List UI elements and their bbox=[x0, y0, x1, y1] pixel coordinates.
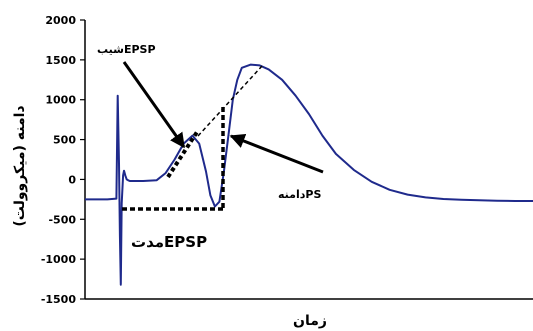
y-tick-label: 0 bbox=[68, 173, 76, 186]
chart-series bbox=[85, 63, 533, 286]
y-tick-label: 1500 bbox=[45, 54, 76, 67]
y-tick-label: -1500 bbox=[41, 293, 77, 306]
y-tick-label: 500 bbox=[53, 134, 76, 147]
y-ticks: -1500 -1000 -500 0 500 1000 1500 2000 bbox=[41, 14, 85, 306]
epsp-duration-label: مدتEPSP bbox=[131, 233, 207, 251]
ps-helper-line bbox=[197, 65, 263, 137]
y-axis-label: دامنه (میکروولت) bbox=[12, 105, 28, 226]
x-axis-label: زمان bbox=[293, 313, 327, 329]
epsp-slope-line bbox=[166, 130, 199, 179]
y-tick-label: 1000 bbox=[45, 94, 76, 107]
chart-annotations: شیبEPSP دامنهPS مدتEPSP bbox=[97, 43, 324, 251]
y-tick-label: -500 bbox=[48, 213, 76, 226]
y-tick-label: -1000 bbox=[41, 253, 77, 266]
epsp-slope-arrow bbox=[122, 61, 186, 149]
y-tick-label: 2000 bbox=[45, 14, 76, 27]
ps-amplitude-arrow bbox=[229, 133, 324, 174]
epsp-slope-label: شیبEPSP bbox=[97, 43, 156, 56]
chart-axes bbox=[84, 20, 533, 300]
series-line bbox=[85, 63, 533, 286]
ps-amplitude-label: دامنهPS bbox=[278, 188, 321, 201]
